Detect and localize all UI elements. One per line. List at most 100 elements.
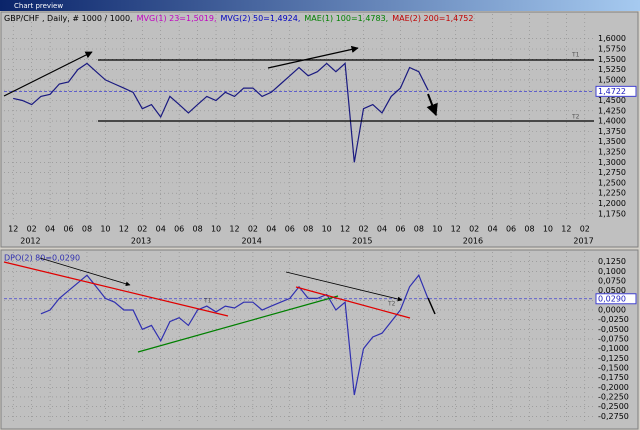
legend-item: DPO(2) 80=0,0290 (4, 254, 80, 263)
x-tick-label: 10 (322, 225, 332, 234)
y-tick-label: 1,5250 (598, 65, 626, 74)
y-tick-label: 1,2000 (598, 199, 626, 208)
y-tick-label: -0,1250 (598, 354, 629, 363)
y-tick-label: 0,1250 (598, 257, 626, 266)
x-tick-label: 02 (580, 225, 590, 234)
window-title: Chart preview (14, 2, 63, 10)
y-tick-label: 1,2750 (598, 168, 626, 177)
y-tick-label: 1,3250 (598, 147, 626, 156)
y-tick-label: 0,0750 (598, 276, 626, 285)
y-tick-label: 1,3750 (598, 127, 626, 136)
legend: GBP/CHF , Daily, # 1000 / 1000, MVG(1) 23… (4, 14, 474, 23)
x-tick-label: 02 (27, 225, 37, 234)
x-tick-label: 12 (451, 225, 461, 234)
trend-line (3, 261, 229, 317)
y-tick-label: 1,1750 (598, 209, 626, 218)
y-tick-label: 1,2500 (598, 178, 626, 187)
y-tick-label: 0,1000 (598, 267, 626, 276)
trend-arrow (267, 45, 359, 69)
series-line (40, 274, 429, 396)
y-tick-label: 1,5500 (598, 55, 626, 64)
y-tick-label: -0,0500 (598, 325, 629, 334)
x-year-label: 2012 (20, 237, 40, 246)
x-tick-label: 06 (174, 225, 184, 234)
y-tick-label: -0,1500 (598, 363, 629, 372)
legend-item: MAE(1) 100=1,4783, (304, 14, 388, 23)
x-tick-label: 08 (193, 225, 203, 234)
legend-item: GBP/CHF , Daily, # 1000 / 1000, (4, 14, 133, 23)
y-tick-label: 0,0500 (598, 286, 626, 295)
trend-arrow (426, 93, 438, 117)
x-tick-label: 08 (414, 225, 424, 234)
x-tick-label: 06 (285, 225, 295, 234)
x-year-label: 2017 (573, 237, 593, 246)
trend-line (137, 295, 339, 353)
y-tick-label: 0,0000 (598, 305, 626, 314)
x-tick-label: 12 (561, 225, 571, 234)
annotation: T2 (387, 301, 396, 308)
x-year-label: 2016 (463, 237, 483, 246)
y-tick-label: 1,4000 (598, 117, 626, 126)
bottom-panel (0, 249, 639, 430)
y-tick-label: 1,3000 (598, 158, 626, 167)
x-tick-label: 08 (82, 225, 92, 234)
legend-item: MVG(2) 50=1,4924, (221, 14, 301, 23)
y-tick-label: 1,4250 (598, 106, 626, 115)
x-tick-label: 06 (395, 225, 405, 234)
x-tick-label: 10 (432, 225, 442, 234)
y-tick-label: 1,4500 (598, 96, 626, 105)
x-year-label: 2013 (131, 237, 151, 246)
y-tick-label: 1,6000 (598, 34, 626, 43)
x-tick-label: 02 (137, 225, 147, 234)
title-bar (0, 0, 640, 11)
x-tick-label: 10 (543, 225, 553, 234)
y-tick-label: -0,0250 (598, 315, 629, 324)
x-tick-label: 04 (266, 225, 276, 234)
trend-line (295, 286, 411, 319)
x-tick-label: 04 (377, 225, 387, 234)
series-line (13, 62, 429, 163)
x-tick-label: 10 (100, 225, 110, 234)
y-tick-label: 1,5000 (598, 75, 626, 84)
x-tick-label: 04 (45, 225, 55, 234)
x-tick-label: 08 (524, 225, 534, 234)
x-tick-label: 04 (156, 225, 166, 234)
x-tick-label: 12 (119, 225, 129, 234)
top-panel (0, 11, 639, 248)
trend-lines (3, 45, 594, 353)
trend-arrow (427, 297, 436, 315)
x-year-label: 2015 (352, 237, 372, 246)
x-tick-label: 12 (8, 225, 18, 234)
y-tick-label: 1,5750 (598, 45, 626, 54)
x-tick-label: 12 (340, 225, 350, 234)
current-label: 0,0290 (598, 294, 626, 303)
y-tick-label: 1,2250 (598, 189, 626, 198)
x-tick-label: 02 (358, 225, 368, 234)
annotation: T2 (571, 114, 580, 121)
x-tick-label: 10 (211, 225, 221, 234)
trend-arrow (285, 271, 403, 302)
trend-arrow (3, 51, 93, 97)
x-tick-label: 12 (229, 225, 239, 234)
annotation: T1 (571, 52, 580, 59)
annotation: T1 (203, 298, 212, 305)
x-year-label: 2014 (242, 237, 262, 246)
x-tick-label: 06 (63, 225, 73, 234)
trend-arrow (39, 257, 131, 287)
legend-item: MVG(1) 23=1,5019, (137, 14, 217, 23)
y-tick-label: 1,3500 (598, 137, 626, 146)
y-tick-label: -0,2250 (598, 392, 629, 401)
x-tick-label: 08 (303, 225, 313, 234)
current-box (595, 85, 637, 97)
y-tick-label: -0,0750 (598, 334, 629, 343)
x-tick-label: 06 (506, 225, 516, 234)
y-tick-label: -0,2750 (598, 412, 629, 421)
current-box (595, 293, 637, 305)
y-tick-label: -0,2000 (598, 383, 629, 392)
x-tick-label: 02 (469, 225, 479, 234)
x-tick-label: 02 (248, 225, 258, 234)
legend-item: MAE(2) 200=1,4752 (392, 14, 473, 23)
x-tick-label: 04 (488, 225, 498, 234)
current-label: 1,4722 (598, 87, 626, 96)
